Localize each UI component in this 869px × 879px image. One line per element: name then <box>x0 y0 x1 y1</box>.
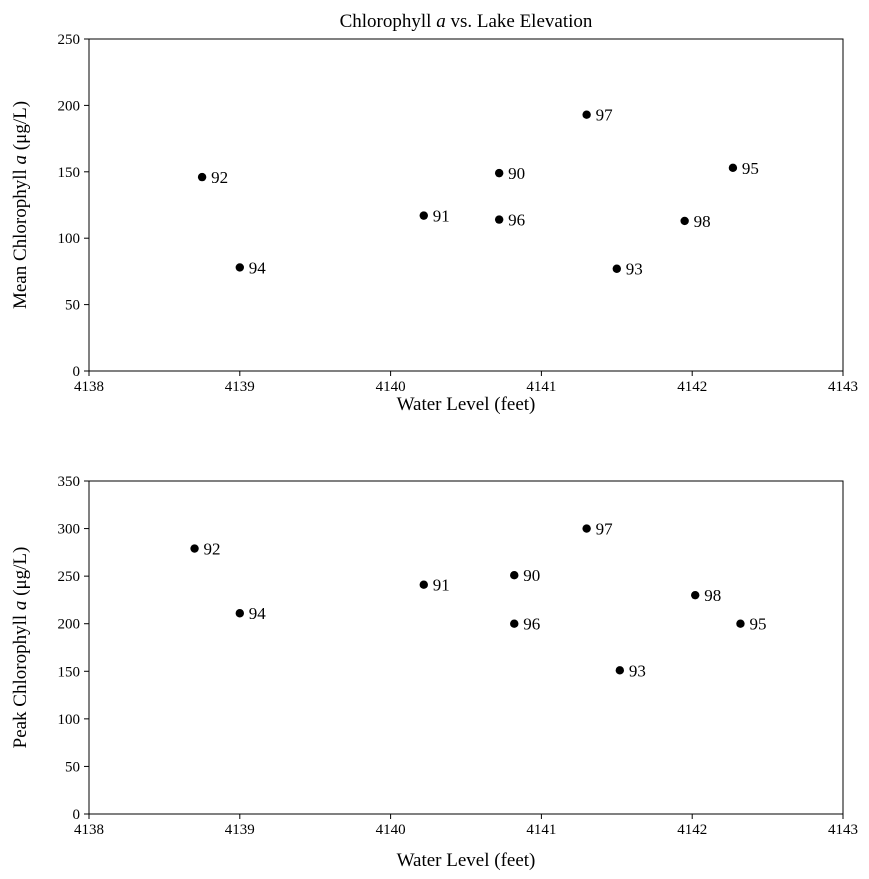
data-point <box>494 215 504 224</box>
y-tick-label: 200 <box>58 98 81 114</box>
data-point <box>419 211 428 220</box>
data-point-label: 93 <box>629 661 646 680</box>
data-point <box>582 524 591 533</box>
data-point <box>197 172 207 182</box>
data-point-label: 96 <box>523 615 540 634</box>
x-tick-label: 4143 <box>828 379 858 395</box>
data-point <box>680 216 689 226</box>
data-point-label: 92 <box>204 540 221 559</box>
y-tick-label: 0 <box>73 364 81 380</box>
data-point-label: 97 <box>596 106 614 125</box>
y-tick-label: 300 <box>58 522 81 538</box>
y-tick-label: 250 <box>58 32 81 48</box>
y-tick-label: 50 <box>65 298 80 314</box>
data-point <box>235 263 244 272</box>
data-point <box>510 619 519 628</box>
x-tick-label: 4138 <box>74 822 104 838</box>
x-tick-label: 4140 <box>376 379 406 395</box>
y-tick-label: 150 <box>58 664 81 680</box>
data-point-label: 91 <box>433 576 450 595</box>
data-point-label: 91 <box>433 207 450 226</box>
y-tick-label: 50 <box>65 759 80 775</box>
x-tick-label: 4139 <box>225 379 255 395</box>
y-tick-label: 200 <box>58 617 81 633</box>
x-tick-label: 4142 <box>677 379 707 395</box>
x-tick-label: 4138 <box>74 379 104 395</box>
y-axis-label: Peak Chlorophyll a (μg/L) <box>10 547 31 749</box>
chart-1: Chlorophyll a vs. Lake Elevation 4138 4139… <box>10 11 858 415</box>
x-tick-label: 4140 <box>376 822 406 838</box>
data-point-label: 92 <box>211 168 228 187</box>
y-tick-label: 250 <box>58 569 81 585</box>
y-tick-label: 150 <box>58 165 81 181</box>
data-point <box>582 110 591 119</box>
chart-title: Chlorophyll a vs. Lake Elevation <box>340 11 593 32</box>
x-tick-label: 4141 <box>526 379 556 395</box>
data-point <box>235 609 244 618</box>
data-point <box>510 570 519 580</box>
x-tick-label: 4139 <box>225 822 255 838</box>
data-point-label: 97 <box>596 520 614 539</box>
y-tick-label: 0 <box>73 807 81 823</box>
data-point <box>691 590 700 600</box>
data-point-label: 90 <box>508 164 525 183</box>
data-point <box>728 163 738 173</box>
y-tick-label: 100 <box>58 712 81 728</box>
x-tick-label: 4143 <box>828 822 858 838</box>
plot-frame <box>88 480 844 815</box>
x-tick-label: 4141 <box>526 822 556 838</box>
data-point-label: 95 <box>749 615 766 634</box>
data-point-label: 98 <box>694 212 711 231</box>
data-point-label: 94 <box>249 604 266 623</box>
data-point-label: 90 <box>523 566 540 585</box>
chart-2: 4138 4139 4140 4141 4142 4143 0 50 100 150 200 250 3… <box>10 474 858 871</box>
y-tick-label: 100 <box>58 231 81 247</box>
data-point <box>190 544 199 553</box>
data-point <box>612 264 621 273</box>
data-point-label: 98 <box>704 586 721 605</box>
y-axis-label: Mean Chlorophyll a (μg/L) <box>10 101 31 309</box>
x-axis-label: Water Level (feet) <box>397 394 536 415</box>
data-point-label: 95 <box>742 159 759 178</box>
plot-frame <box>88 38 844 372</box>
data-point <box>419 580 428 589</box>
data-point <box>736 619 745 628</box>
x-axis-label: Water Level (feet) <box>397 850 536 871</box>
data-point-label: 94 <box>249 258 266 277</box>
data-point <box>615 666 625 675</box>
x-tick-label: 4142 <box>677 822 707 838</box>
data-point <box>494 168 504 178</box>
data-point-label: 96 <box>508 211 525 230</box>
y-tick-label: 350 <box>58 474 81 490</box>
data-point-label: 93 <box>626 260 643 279</box>
